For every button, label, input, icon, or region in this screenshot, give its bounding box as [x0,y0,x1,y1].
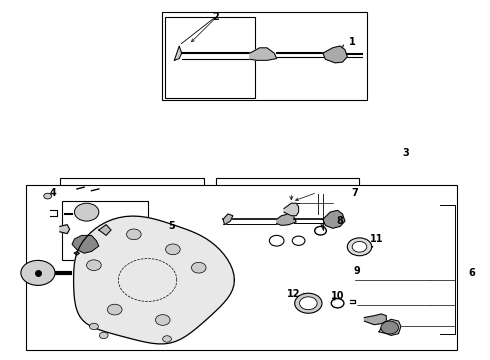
Circle shape [87,260,101,271]
Polygon shape [99,225,111,235]
Text: 4: 4 [49,188,56,198]
Circle shape [166,244,180,255]
Text: 9: 9 [354,266,361,276]
Polygon shape [323,46,347,63]
Text: 2: 2 [212,13,219,22]
Polygon shape [72,235,99,253]
Text: 3: 3 [402,148,409,158]
Bar [216,178,360,262]
Circle shape [347,238,372,256]
Text: 11: 11 [370,234,383,244]
Polygon shape [74,216,234,344]
Polygon shape [277,214,296,225]
Polygon shape [60,225,70,234]
Polygon shape [174,46,182,60]
Circle shape [107,304,122,315]
Circle shape [381,321,398,334]
Polygon shape [379,319,401,336]
Circle shape [21,260,55,285]
Circle shape [126,229,141,240]
Circle shape [192,262,206,273]
Circle shape [90,323,98,330]
Circle shape [299,297,317,310]
Circle shape [99,332,108,339]
Text: 6: 6 [468,268,475,278]
Text: 10: 10 [331,291,344,301]
Circle shape [155,315,170,325]
Circle shape [352,242,367,252]
Circle shape [74,203,99,221]
Circle shape [163,336,172,342]
Text: 1: 1 [349,37,356,48]
Bar [62,202,147,260]
Text: 12: 12 [287,289,300,299]
Bar [162,12,367,100]
Text: 5: 5 [169,221,175,231]
Bar [60,178,203,262]
Polygon shape [323,210,345,228]
Circle shape [44,193,51,199]
Bar [165,18,255,98]
Text: 7: 7 [351,188,358,198]
Polygon shape [250,48,277,60]
Circle shape [294,293,322,313]
Bar [26,185,457,350]
Text: 8: 8 [337,216,343,226]
Polygon shape [223,214,233,225]
Polygon shape [284,203,298,216]
Polygon shape [365,314,386,325]
